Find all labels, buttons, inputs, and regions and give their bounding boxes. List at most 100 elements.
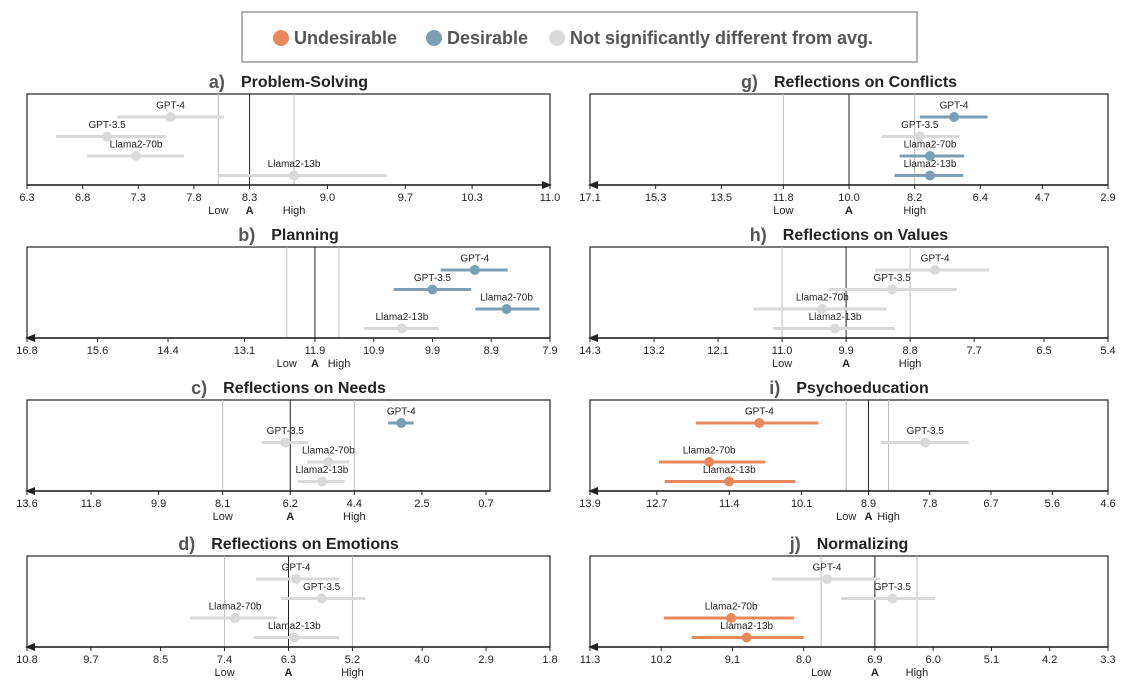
x-tick-label: 7.4 [217,654,232,666]
x-tick-label: 5.2 [345,654,360,666]
reference-label: High [877,511,900,523]
panel-title-text: Psychoeducation [796,380,928,397]
model-label: GPT-3.5 [874,582,912,593]
x-tick-label: 13.2 [643,345,664,357]
x-tick-label: 5.6 [1045,498,1060,510]
panel-letter: c) [191,378,207,398]
model-label: Llama2-13b [809,312,862,323]
x-tick-label: 7.8 [186,192,201,204]
x-tick-label: 13.5 [711,192,732,204]
reference-label: A [285,667,293,679]
legend-label: Desirable [447,28,528,48]
x-tick-label: 6.0 [926,654,941,666]
reference-label: High [343,511,366,523]
x-tick-label: 5.1 [984,654,999,666]
panel-title: i) Psychoeducation [769,378,928,398]
x-tick-label: 6.4 [973,192,988,204]
point [754,418,765,428]
point [887,284,898,295]
x-tick-label: 6.9 [867,654,882,666]
x-tick-label: 4.0 [415,654,430,666]
model-label: GPT-4 [387,407,416,418]
legend-marker [426,30,442,46]
reference-label: Low [773,205,793,217]
x-tick-label: 9.7 [83,654,98,666]
model-label: GPT-4 [921,254,950,265]
point [280,437,291,448]
x-tick-label: 10.3 [461,192,482,204]
model-label: GPT-4 [156,101,185,112]
x-tick-label: 8.5 [153,654,168,666]
model-label: Llama2-13b [904,159,957,170]
x-tick-label: 13.6 [16,498,37,510]
x-tick-label: 7.8 [922,498,937,510]
panel-title-text: Problem-Solving [241,74,368,91]
x-tick-label: 8.3 [242,192,257,204]
panel-title: h) Reflections on Values [750,225,948,245]
x-tick-label: 11.3 [580,654,601,666]
x-tick-label: 11.8 [81,498,102,510]
panel-letter: d) [178,534,195,554]
model-label: Llama2-70b [796,293,849,304]
x-tick-label: 8.9 [861,498,876,510]
x-tick-label: 2.5 [414,498,429,510]
model-label: Llama2-13b [268,159,321,170]
legend-label: Undesirable [294,28,397,48]
point [924,170,935,181]
x-tick-label: 2.9 [478,654,493,666]
x-tick-label: 6.8 [75,192,90,204]
x-tick-label: 7.9 [542,345,557,357]
point [726,613,737,623]
reference-label: High [903,205,926,217]
panel-title-text: Reflections on Needs [223,380,386,397]
point [930,265,941,275]
point [323,457,334,467]
panel-letter: b) [238,225,255,245]
x-tick-label: 16.8 [16,345,37,357]
model-label: Llama2-13b [268,621,321,632]
point [289,632,300,643]
point [396,418,407,428]
legend-marker [273,30,289,46]
panel-letter: i) [769,378,780,398]
axis-arrow [25,334,35,342]
panel-title-text: Planning [271,227,339,244]
x-tick-label: 0.7 [478,498,493,510]
axis-arrow [588,334,598,342]
point [131,151,142,161]
model-label: GPT-4 [745,407,774,418]
x-tick-label: 4.4 [347,498,362,510]
reference-label: A [865,511,873,523]
x-tick-label: 9.1 [725,654,740,666]
panel-letter: a) [209,72,225,92]
reference-label: A [871,667,879,679]
model-label: GPT-3.5 [907,426,945,437]
x-tick-label: 8.8 [902,345,917,357]
reference-label: Low [277,358,297,370]
point [887,593,898,604]
panel-title: g) Reflections on Conflicts [741,72,957,92]
point [316,593,327,604]
point [817,304,828,314]
x-tick-label: 11.8 [773,192,794,204]
x-tick-label: 10.8 [16,654,37,666]
point [165,112,176,122]
x-tick-label: 11.4 [719,498,740,510]
model-label: GPT-3.5 [873,273,911,284]
panel-title: b) Planning [238,225,339,245]
x-tick-label: 11.9 [305,345,326,357]
point [724,476,735,487]
point [949,112,960,122]
point [501,304,512,314]
x-tick-label: 13.1 [234,345,255,357]
model-label: GPT-3.5 [267,426,305,437]
point [741,632,752,643]
model-label: Llama2-70b [209,602,262,613]
panel-title-text: Normalizing [817,536,909,553]
point [830,323,841,334]
x-tick-label: 11.0 [540,192,561,204]
x-tick-label: 10.9 [363,345,384,357]
x-tick-label: 4.2 [1042,654,1057,666]
axis-arrow [542,181,552,189]
